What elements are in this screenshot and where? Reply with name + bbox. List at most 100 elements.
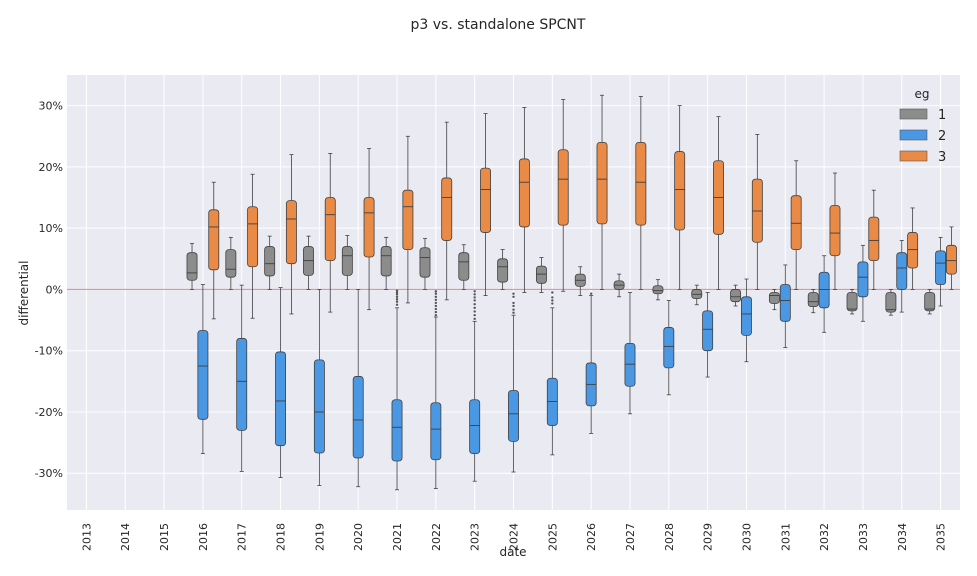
- outlier-point: [473, 290, 476, 293]
- box-iqr: [857, 261, 869, 298]
- outlier-point: [473, 299, 476, 302]
- box-eg1-2032: [807, 289, 819, 314]
- outlier-point: [434, 295, 438, 298]
- box-eg2-2024: [508, 292, 519, 473]
- outlier-point: [434, 304, 438, 308]
- box-eg1-2022: [419, 238, 431, 290]
- legend-entry: 3: [938, 150, 946, 165]
- box-eg1-2029: [691, 284, 703, 306]
- box-iqr: [313, 359, 325, 454]
- box-eg1-2021: [380, 236, 392, 290]
- box-eg1-2025: [536, 257, 547, 293]
- box-eg3-2019: [324, 153, 336, 313]
- x-tick-label: 2026: [585, 523, 598, 551]
- box-eg2-2035: [935, 236, 947, 307]
- box-eg3-2024: [518, 107, 530, 293]
- outlier-point: [434, 310, 438, 314]
- outlier-point: [473, 302, 476, 306]
- x-tick-label: 2014: [119, 523, 132, 551]
- x-axis-ticks: 2013 2014 2015 2016 2017 2018 2019 2020 2021 2022…: [80, 523, 947, 551]
- chart-title: p3 vs. standalone SPCNT: [411, 17, 586, 33]
- box-iqr: [946, 244, 957, 275]
- box-iqr: [868, 216, 880, 262]
- x-tick-label: 2030: [740, 523, 753, 551]
- box-iqr: [730, 289, 742, 303]
- y-tick-label: 20%: [39, 161, 63, 174]
- box-iqr: [768, 292, 780, 304]
- x-tick-label: 2018: [275, 523, 288, 551]
- box-eg2-2031: [779, 264, 791, 349]
- x-tick-label: 2031: [779, 523, 792, 551]
- outlier-point: [473, 306, 476, 310]
- box-eg3-2017: [247, 173, 259, 319]
- y-tick-label: -20%: [35, 406, 63, 419]
- outlier-point: [434, 290, 438, 293]
- box-eg3-2023: [480, 113, 491, 296]
- x-tick-label: 2019: [313, 523, 326, 551]
- outlier-point: [434, 301, 438, 305]
- box-eg2-2030: [741, 278, 752, 363]
- box-iqr: [341, 246, 353, 276]
- y-tick-label: 0%: [46, 283, 63, 296]
- outlier-point: [395, 295, 399, 298]
- legend: eg 1 2 3: [899, 87, 946, 165]
- box-eg1-2016: [186, 243, 198, 290]
- outlier-point: [512, 295, 515, 298]
- outlier-point: [551, 291, 554, 294]
- outlier-point: [512, 292, 515, 295]
- box-eg3-2033: [868, 189, 880, 290]
- box-iqr: [624, 342, 636, 387]
- outlier-point: [395, 298, 399, 301]
- outlier-point: [434, 313, 438, 317]
- outlier-point: [512, 311, 515, 314]
- x-tick-label: 2017: [236, 523, 249, 551]
- box-eg2-2027: [624, 292, 636, 415]
- box-iqr: [818, 271, 830, 309]
- box-eg2-2017: [236, 284, 248, 472]
- box-iqr: [924, 292, 936, 312]
- box-eg2-2029: [702, 292, 714, 378]
- box-iqr: [186, 252, 198, 281]
- box-eg1-2035: [924, 289, 936, 315]
- box-iqr: [907, 232, 919, 269]
- x-tick-label: 2028: [663, 523, 676, 551]
- outlier-point: [551, 299, 554, 302]
- box-iqr: [458, 252, 470, 281]
- x-tick-label: 2016: [197, 523, 210, 551]
- box-iqr: [652, 285, 664, 295]
- box-eg3-2018: [285, 154, 297, 315]
- box-iqr: [430, 402, 442, 461]
- box-iqr: [391, 399, 403, 462]
- y-axis-label: differential: [17, 261, 31, 326]
- outlier-point: [395, 289, 399, 292]
- outlier-point: [512, 308, 515, 311]
- box-iqr: [419, 247, 431, 278]
- box-eg3-2025: [557, 99, 569, 292]
- box-iqr: [441, 177, 453, 241]
- outlier-point: [395, 293, 399, 296]
- legend-swatch: [899, 129, 928, 141]
- outlier-point: [473, 296, 476, 299]
- x-tick-label: 2025: [546, 523, 559, 551]
- box-eg3-2032: [829, 172, 841, 290]
- box-eg3-2031: [790, 160, 802, 290]
- x-tick-label: 2022: [430, 523, 443, 551]
- x-tick-label: 2021: [391, 523, 404, 551]
- box-eg2-2019: [313, 289, 325, 486]
- box-iqr: [197, 330, 209, 420]
- box-iqr: [352, 376, 364, 459]
- box-series: [186, 94, 957, 491]
- y-tick-label: -30%: [35, 467, 63, 480]
- y-tick-label: 30%: [39, 100, 63, 113]
- outlier-point: [395, 291, 399, 294]
- x-tick-label: 2020: [352, 523, 365, 551]
- box-iqr: [635, 141, 647, 226]
- box-eg1-2033: [846, 289, 858, 315]
- x-tick-label: 2029: [702, 523, 715, 551]
- box-iqr: [829, 205, 841, 257]
- y-tick-label: 10%: [39, 222, 63, 235]
- box-eg3-2022: [441, 121, 453, 301]
- box-iqr: [363, 197, 375, 258]
- box-iqr: [663, 327, 675, 369]
